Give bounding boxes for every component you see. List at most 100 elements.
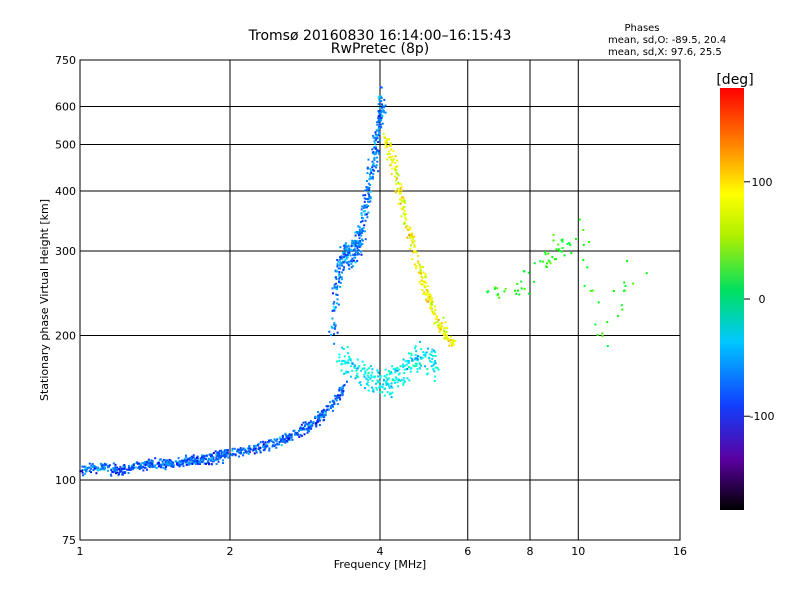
data-point — [220, 451, 223, 454]
x-tick-label: 10 — [571, 545, 585, 558]
data-point — [396, 381, 399, 384]
data-point — [318, 424, 321, 426]
data-point — [332, 309, 335, 312]
data-point — [283, 438, 286, 441]
data-point — [346, 255, 349, 258]
data-point — [503, 290, 506, 293]
data-point — [401, 363, 404, 366]
data-point — [348, 267, 351, 270]
data-point — [387, 370, 390, 373]
data-point — [400, 199, 403, 202]
data-point — [294, 433, 296, 436]
data-point — [225, 454, 228, 457]
data-point — [339, 262, 342, 265]
data-point — [369, 365, 372, 368]
y-tick-label: 400 — [55, 185, 76, 198]
data-point — [183, 457, 186, 460]
data-point — [363, 197, 366, 200]
data-point — [145, 462, 148, 465]
data-point — [552, 234, 555, 236]
data-point — [389, 393, 392, 395]
data-point — [332, 305, 335, 308]
data-point — [368, 197, 371, 200]
data-point — [444, 337, 447, 340]
data-point — [185, 463, 188, 466]
data-point — [141, 466, 144, 468]
data-point — [437, 324, 440, 327]
data-point — [402, 196, 405, 199]
data-point — [299, 427, 301, 430]
data-point — [399, 380, 402, 382]
data-point — [546, 262, 548, 265]
data-point — [423, 284, 426, 287]
data-point — [116, 471, 119, 474]
data-point — [306, 428, 309, 431]
data-point — [278, 436, 281, 439]
data-point — [620, 304, 623, 307]
data-point — [156, 462, 159, 465]
data-point — [290, 433, 293, 436]
data-point — [333, 301, 336, 303]
data-point — [429, 360, 432, 363]
data-point — [442, 316, 445, 319]
data-point — [402, 208, 405, 211]
data-point — [236, 448, 239, 451]
data-point — [423, 354, 425, 356]
data-point — [358, 230, 361, 233]
data-point — [332, 400, 335, 403]
data-point — [433, 349, 435, 352]
data-point — [344, 251, 346, 254]
data-point — [359, 221, 362, 224]
data-point — [432, 355, 435, 357]
data-point — [207, 461, 210, 464]
data-point — [278, 441, 281, 443]
data-point — [626, 260, 629, 263]
data-point — [222, 459, 224, 462]
data-point — [110, 469, 113, 472]
data-point — [123, 471, 126, 474]
data-point — [403, 201, 406, 204]
data-point — [418, 363, 421, 366]
data-point — [244, 448, 247, 451]
data-point — [249, 448, 252, 451]
data-point — [272, 444, 275, 447]
data-point — [335, 282, 338, 285]
data-point — [344, 246, 347, 249]
data-points — [79, 86, 648, 477]
data-point — [427, 297, 430, 300]
data-point — [390, 148, 392, 151]
data-point — [356, 252, 359, 255]
data-point — [336, 298, 339, 301]
data-point — [415, 350, 418, 353]
data-point — [366, 167, 369, 170]
data-point — [375, 166, 378, 169]
data-point — [284, 441, 287, 444]
data-point — [335, 293, 338, 296]
data-point — [287, 437, 290, 440]
data-point — [341, 346, 344, 349]
data-point — [218, 457, 221, 460]
data-point — [420, 279, 423, 282]
data-point — [363, 375, 366, 378]
data-point — [210, 463, 213, 465]
data-point — [348, 251, 351, 254]
data-point — [348, 355, 351, 358]
data-point — [375, 382, 377, 385]
data-point — [377, 151, 380, 154]
data-point — [425, 292, 428, 295]
data-point — [446, 326, 449, 329]
data-point — [336, 270, 339, 273]
data-point — [409, 235, 411, 238]
data-point — [358, 229, 361, 231]
data-point — [423, 280, 426, 283]
data-point — [558, 248, 560, 251]
data-point — [322, 414, 325, 417]
data-point — [397, 385, 399, 388]
data-point — [352, 249, 355, 252]
data-point — [396, 369, 399, 372]
data-point — [224, 450, 227, 453]
data-point — [254, 444, 257, 447]
data-point — [397, 181, 400, 184]
data-point — [422, 293, 425, 295]
data-point — [341, 264, 344, 267]
